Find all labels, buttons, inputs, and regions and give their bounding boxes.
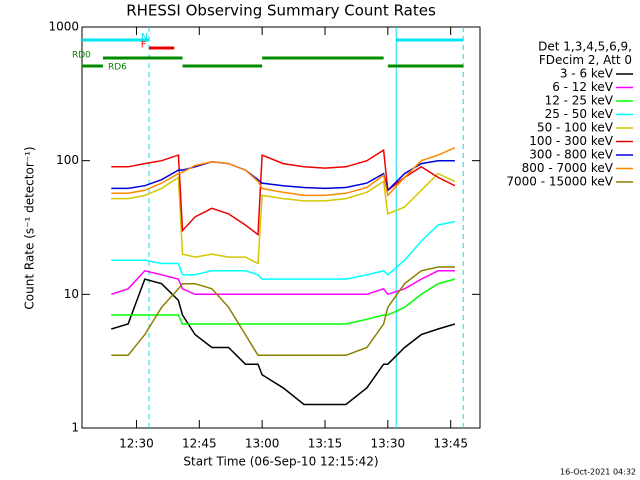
legend-label: 25 - 50 keV: [545, 107, 614, 121]
timestamp: 16-Oct-2021 04:32: [560, 468, 636, 477]
y-tick-label: 100: [56, 153, 79, 167]
flag-label: N: [141, 33, 148, 43]
legend-label: 7000 - 15000 keV: [506, 175, 613, 189]
x-tick-label: 12:30: [119, 437, 154, 451]
legend-label: 3 - 6 keV: [560, 67, 614, 81]
chart-title: RHESSI Observing Summary Count Rates: [126, 2, 436, 20]
flag-label: F: [141, 41, 146, 51]
legend-title: FDecim 2, Att 0: [539, 53, 632, 67]
legend-label: 6 - 12 keV: [552, 80, 614, 94]
series-line: [111, 278, 456, 325]
legend-label: 100 - 300 keV: [529, 134, 613, 148]
legend-label: 300 - 800 keV: [529, 148, 613, 162]
x-tick-label: 13:15: [308, 437, 343, 451]
x-tick-label: 13:45: [433, 437, 468, 451]
series-line: [111, 266, 455, 357]
y-tick-label: 1: [71, 421, 79, 435]
legend-label: 800 - 7000 keV: [522, 161, 614, 175]
flag-label: RD6: [108, 63, 127, 73]
series-line: [111, 220, 456, 280]
series-line: [111, 147, 456, 197]
y-tick-label: 10: [64, 287, 79, 301]
x-tick-label: 12:45: [182, 437, 217, 451]
series-line: [111, 269, 455, 296]
y-tick-label: 1000: [48, 20, 79, 34]
series-line: [111, 172, 456, 265]
legend-label: 12 - 25 keV: [545, 94, 614, 108]
series-line: [111, 159, 455, 192]
legend-title: Det 1,3,4,5,6,9,: [538, 40, 632, 54]
legend-label: 50 - 100 keV: [537, 121, 614, 135]
x-tick-label: 13:30: [371, 437, 406, 451]
plot-frame: [81, 26, 481, 429]
flag-label: RD0: [72, 51, 91, 61]
x-tick-label: 13:00: [245, 437, 280, 451]
x-axis-label: Start Time (06-Sep-10 12:15:42): [183, 455, 378, 469]
series-line: [111, 148, 456, 237]
y-axis-label: Count Rate (s⁻¹ detector⁻¹): [23, 146, 37, 309]
